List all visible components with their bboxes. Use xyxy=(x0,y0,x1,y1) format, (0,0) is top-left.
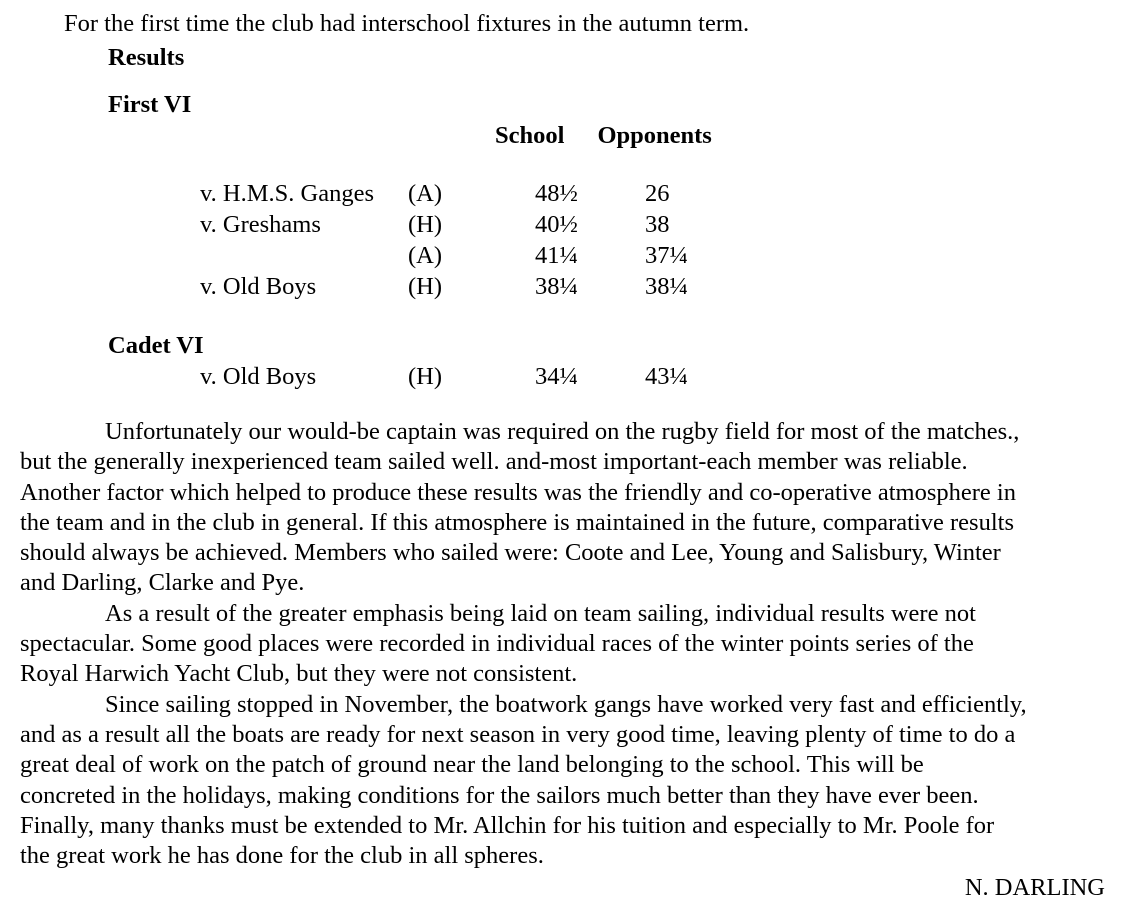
first-vi-results-table: v. H.M.S. Ganges (A) 48½ 26 v. Greshams … xyxy=(20,178,1105,302)
venue-indicator: (H) xyxy=(408,273,443,300)
school-score: 40½ xyxy=(535,211,578,238)
school-score: 41¼ xyxy=(535,242,578,269)
table-row: v. H.M.S. Ganges (A) 48½ 26 xyxy=(200,178,1105,209)
opponent-name: v. Old Boys xyxy=(200,273,317,300)
opponent-name xyxy=(200,240,408,271)
venue-indicator: (A) xyxy=(408,180,443,207)
column-header-opponents: Opponents xyxy=(597,122,712,149)
table-row: (A) 41¼ 37¼ xyxy=(200,240,1105,271)
opponents-score: 26 xyxy=(645,180,670,207)
opponents-score: 38¼ xyxy=(645,273,688,300)
opponent-name: v. Old Boys xyxy=(200,363,317,390)
venue-indicator: (H) xyxy=(408,363,443,390)
table-row: v. Old Boys (H) 34¼ 43¼ xyxy=(200,361,1105,392)
signature: N. DARLING xyxy=(964,874,1105,902)
results-heading: Results xyxy=(108,44,185,71)
opponent-name: v. H.M.S. Ganges xyxy=(200,180,374,207)
paragraph-boatwork-thanks: Since sailing stopped in November, the b… xyxy=(20,690,1027,870)
intro-line: For the first time the club had intersch… xyxy=(64,10,750,37)
section-title-cadet-vi: Cadet VI xyxy=(108,332,204,359)
opponents-score: 37¼ xyxy=(645,242,688,269)
school-score: 34¼ xyxy=(535,363,578,390)
school-score: 48½ xyxy=(535,180,578,207)
cadet-vi-results-table: v. Old Boys (H) 34¼ 43¼ xyxy=(20,361,1105,392)
opponents-score: 43¼ xyxy=(645,363,688,390)
school-score: 38¼ xyxy=(535,273,578,300)
venue-indicator: (A) xyxy=(408,242,443,269)
paragraph-individual-results: As a result of the greater emphasis bein… xyxy=(20,599,976,688)
section-title-first-vi: First VI xyxy=(108,91,192,118)
opponent-name: v. Greshams xyxy=(200,211,321,238)
paragraph-team-performance: Unfortunately our would-be captain was r… xyxy=(20,418,1020,597)
table-row: v. Old Boys (H) 38¼ 38¼ xyxy=(200,271,1105,302)
table-column-headers: School Opponents xyxy=(495,120,1105,151)
opponents-score: 38 xyxy=(645,211,670,238)
column-header-school: School xyxy=(495,122,565,149)
table-row: v. Greshams (H) 40½ 38 xyxy=(200,209,1105,240)
venue-indicator: (H) xyxy=(408,211,443,238)
